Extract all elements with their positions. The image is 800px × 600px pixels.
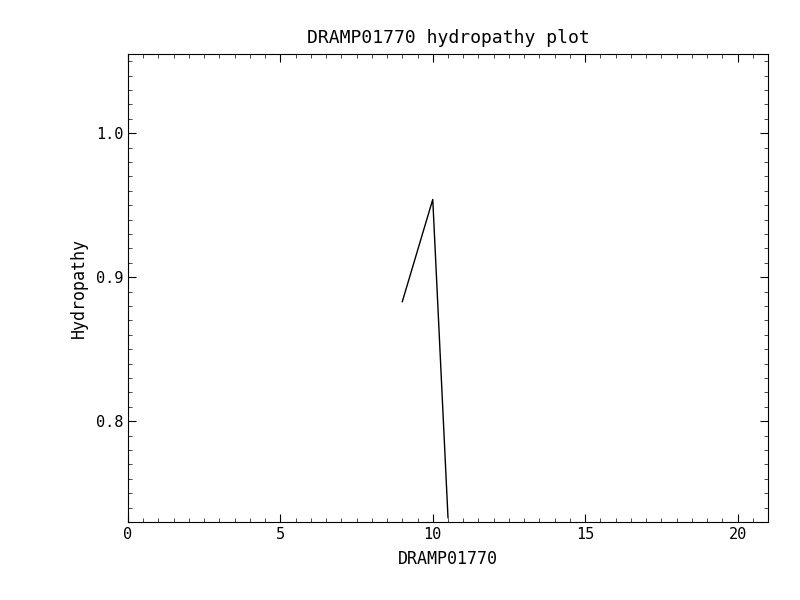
Y-axis label: Hydropathy: Hydropathy [70, 238, 87, 338]
Title: DRAMP01770 hydropathy plot: DRAMP01770 hydropathy plot [306, 29, 590, 47]
X-axis label: DRAMP01770: DRAMP01770 [398, 550, 498, 568]
